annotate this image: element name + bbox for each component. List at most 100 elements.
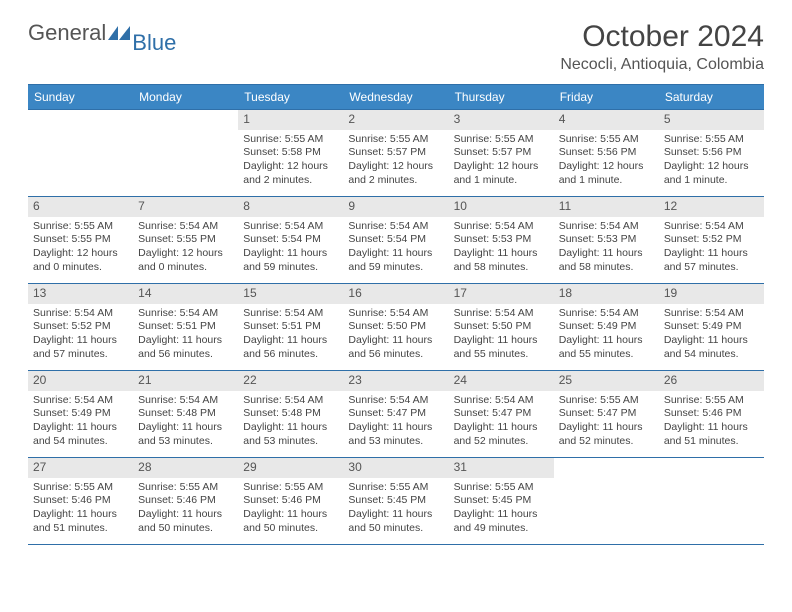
calendar-day: 3Sunrise: 5:55 AMSunset: 5:57 PMDaylight… bbox=[449, 110, 554, 197]
day-number: 16 bbox=[343, 284, 448, 304]
day-number: 31 bbox=[449, 458, 554, 478]
day-number: 6 bbox=[28, 197, 133, 217]
day-number: 12 bbox=[659, 197, 764, 217]
day-details: Sunrise: 5:54 AMSunset: 5:54 PMDaylight:… bbox=[238, 217, 343, 280]
day-details: Sunrise: 5:54 AMSunset: 5:51 PMDaylight:… bbox=[133, 304, 238, 367]
calendar-week: 1Sunrise: 5:55 AMSunset: 5:58 PMDaylight… bbox=[28, 110, 764, 197]
day-number: 29 bbox=[238, 458, 343, 478]
weekday-header: Friday bbox=[554, 85, 659, 110]
day-number: 23 bbox=[343, 371, 448, 391]
calendar-day: 2Sunrise: 5:55 AMSunset: 5:57 PMDaylight… bbox=[343, 110, 448, 197]
weekday-header: Monday bbox=[133, 85, 238, 110]
day-number: 2 bbox=[343, 110, 448, 130]
calendar-day: 23Sunrise: 5:54 AMSunset: 5:47 PMDayligh… bbox=[343, 371, 448, 458]
logo: General Blue bbox=[28, 20, 176, 46]
calendar-day: 9Sunrise: 5:54 AMSunset: 5:54 PMDaylight… bbox=[343, 197, 448, 284]
day-details: Sunrise: 5:54 AMSunset: 5:47 PMDaylight:… bbox=[343, 391, 448, 454]
day-number: 21 bbox=[133, 371, 238, 391]
day-details: Sunrise: 5:54 AMSunset: 5:55 PMDaylight:… bbox=[133, 217, 238, 280]
calendar-day: 19Sunrise: 5:54 AMSunset: 5:49 PMDayligh… bbox=[659, 284, 764, 371]
day-details: Sunrise: 5:55 AMSunset: 5:56 PMDaylight:… bbox=[659, 130, 764, 193]
calendar-day: 14Sunrise: 5:54 AMSunset: 5:51 PMDayligh… bbox=[133, 284, 238, 371]
day-details: Sunrise: 5:55 AMSunset: 5:57 PMDaylight:… bbox=[343, 130, 448, 193]
day-number: 28 bbox=[133, 458, 238, 478]
day-details: Sunrise: 5:55 AMSunset: 5:47 PMDaylight:… bbox=[554, 391, 659, 454]
day-details: Sunrise: 5:55 AMSunset: 5:45 PMDaylight:… bbox=[343, 478, 448, 541]
day-details: Sunrise: 5:55 AMSunset: 5:46 PMDaylight:… bbox=[133, 478, 238, 541]
day-number: 27 bbox=[28, 458, 133, 478]
calendar-day: 1Sunrise: 5:55 AMSunset: 5:58 PMDaylight… bbox=[238, 110, 343, 197]
weekday-header: Sunday bbox=[28, 85, 133, 110]
calendar-day: 28Sunrise: 5:55 AMSunset: 5:46 PMDayligh… bbox=[133, 458, 238, 545]
calendar-day: 4Sunrise: 5:55 AMSunset: 5:56 PMDaylight… bbox=[554, 110, 659, 197]
calendar-day: 17Sunrise: 5:54 AMSunset: 5:50 PMDayligh… bbox=[449, 284, 554, 371]
day-details: Sunrise: 5:55 AMSunset: 5:46 PMDaylight:… bbox=[659, 391, 764, 454]
day-number: 1 bbox=[238, 110, 343, 130]
day-number: 15 bbox=[238, 284, 343, 304]
logo-icon bbox=[108, 24, 130, 42]
weekday-header: Thursday bbox=[449, 85, 554, 110]
weekday-header: Wednesday bbox=[343, 85, 448, 110]
day-details: Sunrise: 5:55 AMSunset: 5:46 PMDaylight:… bbox=[28, 478, 133, 541]
day-number: 18 bbox=[554, 284, 659, 304]
logo-text-2: Blue bbox=[132, 30, 176, 55]
calendar-day: 31Sunrise: 5:55 AMSunset: 5:45 PMDayligh… bbox=[449, 458, 554, 545]
day-details: Sunrise: 5:54 AMSunset: 5:53 PMDaylight:… bbox=[449, 217, 554, 280]
day-details: Sunrise: 5:55 AMSunset: 5:57 PMDaylight:… bbox=[449, 130, 554, 193]
calendar-week: 20Sunrise: 5:54 AMSunset: 5:49 PMDayligh… bbox=[28, 371, 764, 458]
calendar-day: 6Sunrise: 5:55 AMSunset: 5:55 PMDaylight… bbox=[28, 197, 133, 284]
calendar-day: 12Sunrise: 5:54 AMSunset: 5:52 PMDayligh… bbox=[659, 197, 764, 284]
page-title: October 2024 bbox=[560, 20, 764, 54]
day-details: Sunrise: 5:54 AMSunset: 5:54 PMDaylight:… bbox=[343, 217, 448, 280]
calendar-head: SundayMondayTuesdayWednesdayThursdayFrid… bbox=[28, 85, 764, 110]
day-details: Sunrise: 5:55 AMSunset: 5:55 PMDaylight:… bbox=[28, 217, 133, 280]
day-details: Sunrise: 5:55 AMSunset: 5:56 PMDaylight:… bbox=[554, 130, 659, 193]
calendar-empty bbox=[28, 110, 133, 197]
calendar-week: 6Sunrise: 5:55 AMSunset: 5:55 PMDaylight… bbox=[28, 197, 764, 284]
calendar-day: 24Sunrise: 5:54 AMSunset: 5:47 PMDayligh… bbox=[449, 371, 554, 458]
day-number: 8 bbox=[238, 197, 343, 217]
calendar-empty bbox=[133, 110, 238, 197]
day-number: 14 bbox=[133, 284, 238, 304]
calendar-table: SundayMondayTuesdayWednesdayThursdayFrid… bbox=[28, 84, 764, 545]
calendar-day: 15Sunrise: 5:54 AMSunset: 5:51 PMDayligh… bbox=[238, 284, 343, 371]
calendar-day: 21Sunrise: 5:54 AMSunset: 5:48 PMDayligh… bbox=[133, 371, 238, 458]
day-details: Sunrise: 5:54 AMSunset: 5:52 PMDaylight:… bbox=[659, 217, 764, 280]
day-details: Sunrise: 5:54 AMSunset: 5:50 PMDaylight:… bbox=[449, 304, 554, 367]
day-number: 3 bbox=[449, 110, 554, 130]
calendar-day: 10Sunrise: 5:54 AMSunset: 5:53 PMDayligh… bbox=[449, 197, 554, 284]
day-details: Sunrise: 5:55 AMSunset: 5:46 PMDaylight:… bbox=[238, 478, 343, 541]
day-details: Sunrise: 5:54 AMSunset: 5:49 PMDaylight:… bbox=[28, 391, 133, 454]
day-number: 22 bbox=[238, 371, 343, 391]
day-number: 13 bbox=[28, 284, 133, 304]
calendar-day: 18Sunrise: 5:54 AMSunset: 5:49 PMDayligh… bbox=[554, 284, 659, 371]
day-details: Sunrise: 5:54 AMSunset: 5:47 PMDaylight:… bbox=[449, 391, 554, 454]
weekday-header: Tuesday bbox=[238, 85, 343, 110]
calendar-day: 16Sunrise: 5:54 AMSunset: 5:50 PMDayligh… bbox=[343, 284, 448, 371]
calendar-day: 30Sunrise: 5:55 AMSunset: 5:45 PMDayligh… bbox=[343, 458, 448, 545]
day-details: Sunrise: 5:54 AMSunset: 5:48 PMDaylight:… bbox=[238, 391, 343, 454]
day-number: 25 bbox=[554, 371, 659, 391]
day-details: Sunrise: 5:55 AMSunset: 5:45 PMDaylight:… bbox=[449, 478, 554, 541]
calendar-empty bbox=[554, 458, 659, 545]
day-number: 30 bbox=[343, 458, 448, 478]
day-details: Sunrise: 5:55 AMSunset: 5:58 PMDaylight:… bbox=[238, 130, 343, 193]
day-number: 26 bbox=[659, 371, 764, 391]
day-number: 10 bbox=[449, 197, 554, 217]
day-details: Sunrise: 5:54 AMSunset: 5:53 PMDaylight:… bbox=[554, 217, 659, 280]
day-number: 7 bbox=[133, 197, 238, 217]
day-number: 19 bbox=[659, 284, 764, 304]
calendar-day: 26Sunrise: 5:55 AMSunset: 5:46 PMDayligh… bbox=[659, 371, 764, 458]
title-block: October 2024 Necocli, Antioquia, Colombi… bbox=[560, 20, 764, 74]
day-details: Sunrise: 5:54 AMSunset: 5:51 PMDaylight:… bbox=[238, 304, 343, 367]
calendar-week: 27Sunrise: 5:55 AMSunset: 5:46 PMDayligh… bbox=[28, 458, 764, 545]
day-number: 9 bbox=[343, 197, 448, 217]
calendar-week: 13Sunrise: 5:54 AMSunset: 5:52 PMDayligh… bbox=[28, 284, 764, 371]
calendar-day: 20Sunrise: 5:54 AMSunset: 5:49 PMDayligh… bbox=[28, 371, 133, 458]
calendar-day: 11Sunrise: 5:54 AMSunset: 5:53 PMDayligh… bbox=[554, 197, 659, 284]
calendar-day: 5Sunrise: 5:55 AMSunset: 5:56 PMDaylight… bbox=[659, 110, 764, 197]
weekday-header: Saturday bbox=[659, 85, 764, 110]
calendar-body: 1Sunrise: 5:55 AMSunset: 5:58 PMDaylight… bbox=[28, 110, 764, 545]
calendar-day: 13Sunrise: 5:54 AMSunset: 5:52 PMDayligh… bbox=[28, 284, 133, 371]
day-details: Sunrise: 5:54 AMSunset: 5:52 PMDaylight:… bbox=[28, 304, 133, 367]
